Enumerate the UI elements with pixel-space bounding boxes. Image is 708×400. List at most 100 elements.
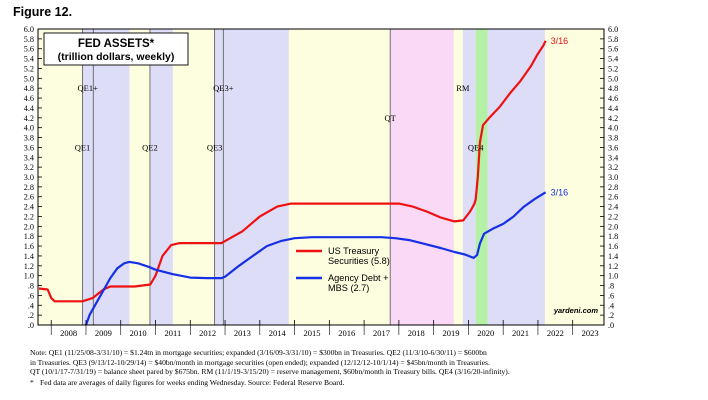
y-tick-label-left: 4.2	[24, 114, 34, 123]
y-tick-label-right: 5.6	[608, 45, 618, 54]
note-line-3: QT (10/1/17-7/31/19) = balance sheet par…	[30, 367, 510, 377]
y-tick-label-right: .2	[608, 311, 614, 320]
x-tick-label: 2017	[373, 328, 390, 338]
y-tick-label-right: 2.6	[608, 193, 618, 202]
period-label: QT	[385, 113, 397, 123]
y-tick-label-left: 6.0	[24, 25, 34, 34]
y-tick-label-right: 2.2	[608, 212, 618, 221]
x-tick-label: 2020	[477, 328, 494, 338]
x-tick-label: 2023	[582, 328, 599, 338]
x-tick-label: 2019	[443, 328, 460, 338]
y-tick-label-left: 3.4	[24, 153, 34, 162]
series-line-agency-mbs	[84, 191, 547, 326]
footnote-text: Fed data are averages of daily figures f…	[40, 378, 345, 387]
y-tick-label-right: 2.4	[608, 203, 618, 212]
y-tick-label-right: .8	[608, 282, 614, 291]
y-tick-label-left: 3.0	[24, 173, 34, 182]
y-tick-label-left: 2.0	[24, 222, 34, 231]
y-tick-label-right: .0	[608, 321, 614, 330]
y-tick-label-right: 5.2	[608, 64, 618, 73]
y-tick-label-right: 4.6	[608, 94, 618, 103]
y-tick-label-left: 2.4	[24, 203, 34, 212]
y-tick-label-right: 4.8	[608, 84, 618, 93]
y-tick-label-left: 5.6	[24, 45, 34, 54]
period-label: RM	[456, 83, 470, 93]
series-end-label: 3/16	[551, 36, 569, 46]
y-tick-label-left: 3.2	[24, 163, 34, 172]
note-line-2: in Treasuries. QE3 (9/13/12-10/29/14) = …	[30, 357, 490, 367]
y-tick-label-left: 1.0	[24, 272, 34, 281]
shaded-period-post-qe4	[487, 29, 545, 325]
y-tick-label-left: .2	[28, 311, 34, 320]
y-tick-label-right: 5.0	[608, 74, 618, 83]
y-tick-label-right: 5.4	[608, 55, 618, 64]
chart-text: 3/163/166.0 6.05.8 5.85.6 5.65.4 5.45.2 5.25.…	[24, 25, 618, 338]
y-tick-label-left: 1.2	[24, 262, 34, 271]
y-tick-label-right: 3.0	[608, 173, 618, 182]
shaded-period-qe3-plus	[223, 29, 289, 325]
y-tick-label-left: 4.8	[24, 84, 34, 93]
y-tick-label-right: 3.6	[608, 143, 618, 152]
x-tick-label: 2009	[95, 328, 112, 338]
title-box	[43, 32, 189, 66]
shaded-period-rm	[462, 29, 476, 325]
legend-label: Agency Debt +	[328, 273, 389, 283]
series-end-label: 3/16	[551, 187, 569, 197]
x-tick-label: 2008	[60, 328, 77, 338]
y-tick-label-right: 3.4	[608, 153, 618, 162]
x-tick-label: 2016	[338, 328, 355, 338]
x-tick-label: 2022	[547, 328, 564, 338]
period-label: QE1	[75, 142, 91, 152]
shaded-periods	[82, 29, 545, 325]
y-tick-label-left: 4.4	[24, 104, 34, 113]
y-tick-label-left: 4.0	[24, 124, 34, 133]
figure-label: Figure 12.	[13, 5, 73, 19]
shaded-period-qt	[390, 29, 454, 325]
series-lines	[38, 40, 547, 326]
shaded-period-qe4	[475, 29, 488, 325]
y-tick-label-right: 6.0	[608, 25, 618, 34]
y-tick-label-right: 2.8	[608, 183, 618, 192]
note-line-1: Note: QE1 (11/25/08-3/31/10) = $1.24tn i…	[30, 348, 487, 357]
y-tick-label-right: 3.8	[608, 134, 618, 143]
y-tick-label-left: 1.6	[24, 242, 34, 251]
x-tick-label: 2018	[408, 328, 425, 338]
y-tick-label-left: 5.8	[24, 35, 34, 44]
y-tick-label-left: 2.2	[24, 212, 34, 221]
period-label: QE2	[142, 142, 158, 152]
y-tick-label-right: .4	[608, 301, 614, 310]
y-tick-label-left: 1.4	[24, 252, 34, 261]
period-label: QE4	[468, 142, 484, 152]
x-tick-label: 2015	[303, 328, 320, 338]
y-tick-label-left: .8	[28, 282, 34, 291]
fed-assets-chart: 3/163/166.0 6.05.8 5.85.6 5.65.4 5.45.2 5.25.…	[24, 25, 618, 338]
y-tick-label-right: 1.0	[608, 272, 618, 281]
y-tick-label-right: 1.2	[608, 262, 618, 271]
y-tick-label-left: 5.4	[24, 55, 34, 64]
axes	[37, 28, 605, 335]
y-tick-label-left: 1.8	[24, 232, 34, 241]
y-tick-label-right: 2.0	[608, 222, 618, 231]
y-tick-label-right: 3.2	[608, 163, 618, 172]
x-tick-label: 2010	[130, 328, 147, 338]
legend-label-cont: MBS (2.7)	[328, 283, 369, 293]
series-line-treasury	[38, 40, 547, 303]
period-label: QE3+	[213, 83, 234, 93]
legend-label-cont: Securities (5.8)	[328, 256, 390, 266]
x-tick-label: 2021	[512, 328, 529, 338]
shaded-period-qe1-plus	[93, 29, 130, 325]
y-tick-label-left: 2.8	[24, 183, 34, 192]
x-tick-label: 2013	[234, 328, 251, 338]
y-tick-label-left: 3.6	[24, 143, 34, 152]
y-tick-label-left: 4.6	[24, 94, 34, 103]
y-tick-label-left: 5.0	[24, 74, 34, 83]
y-tick-label-right: 5.8	[608, 35, 618, 44]
chart-subtitle: (trillion dollars, weekly)	[58, 51, 175, 63]
y-tick-label-right: 1.6	[608, 242, 618, 251]
y-tick-label-right: .6	[608, 291, 614, 300]
y-tick-label-right: 1.8	[608, 232, 618, 241]
source-watermark: yardeni.com	[553, 306, 599, 315]
period-label: QE3	[207, 142, 223, 152]
y-tick-label-right: 1.4	[608, 252, 618, 261]
y-tick-label-right: 4.2	[608, 114, 618, 123]
